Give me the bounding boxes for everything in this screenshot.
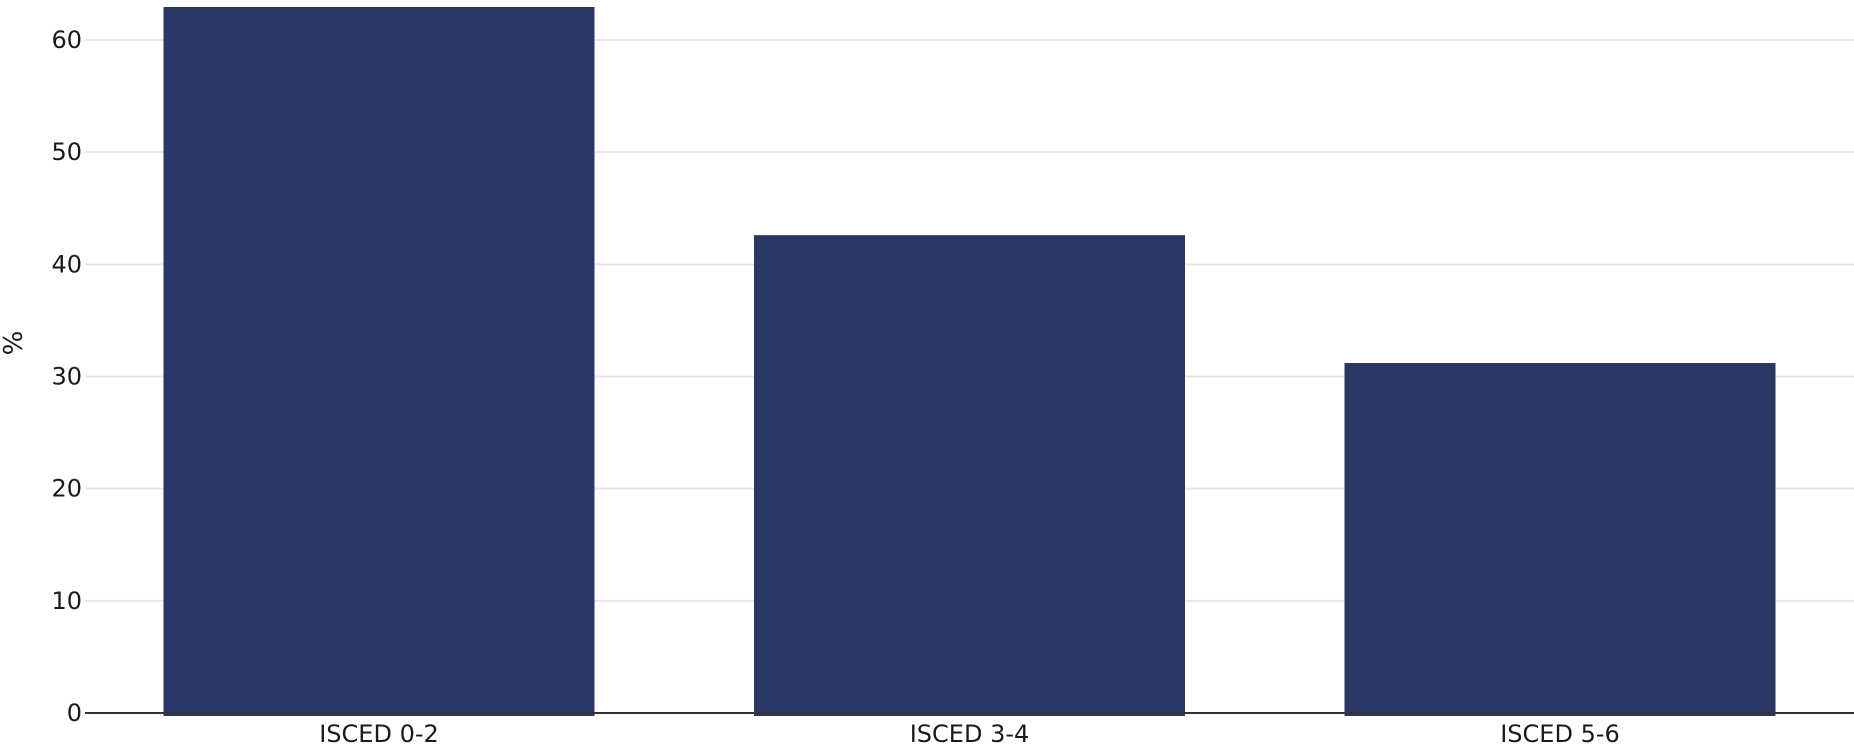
y-axis-label: % <box>0 331 29 356</box>
y-tick-label: 30 <box>51 363 82 391</box>
y-tick-label: 0 <box>67 699 82 727</box>
x-tick-label: ISCED 5-6 <box>1500 720 1620 748</box>
bar <box>163 7 595 716</box>
y-tick-labels: 0 10 20 30 40 50 60 <box>51 26 82 727</box>
y-tick-label: 10 <box>51 587 82 615</box>
y-tick-label: 50 <box>51 138 82 166</box>
y-tick-label: 40 <box>51 250 82 278</box>
bars <box>163 7 1776 717</box>
y-tick-label: 60 <box>51 26 82 54</box>
x-tick-labels: ISCED 0-2 ISCED 3-4 ISCED 5-6 <box>319 720 1620 748</box>
bar <box>1344 363 1776 716</box>
bar <box>754 235 1185 717</box>
x-tick-label: ISCED 3-4 <box>910 720 1030 748</box>
y-tick-label: 20 <box>51 475 82 503</box>
x-tick-label: ISCED 0-2 <box>319 720 439 748</box>
